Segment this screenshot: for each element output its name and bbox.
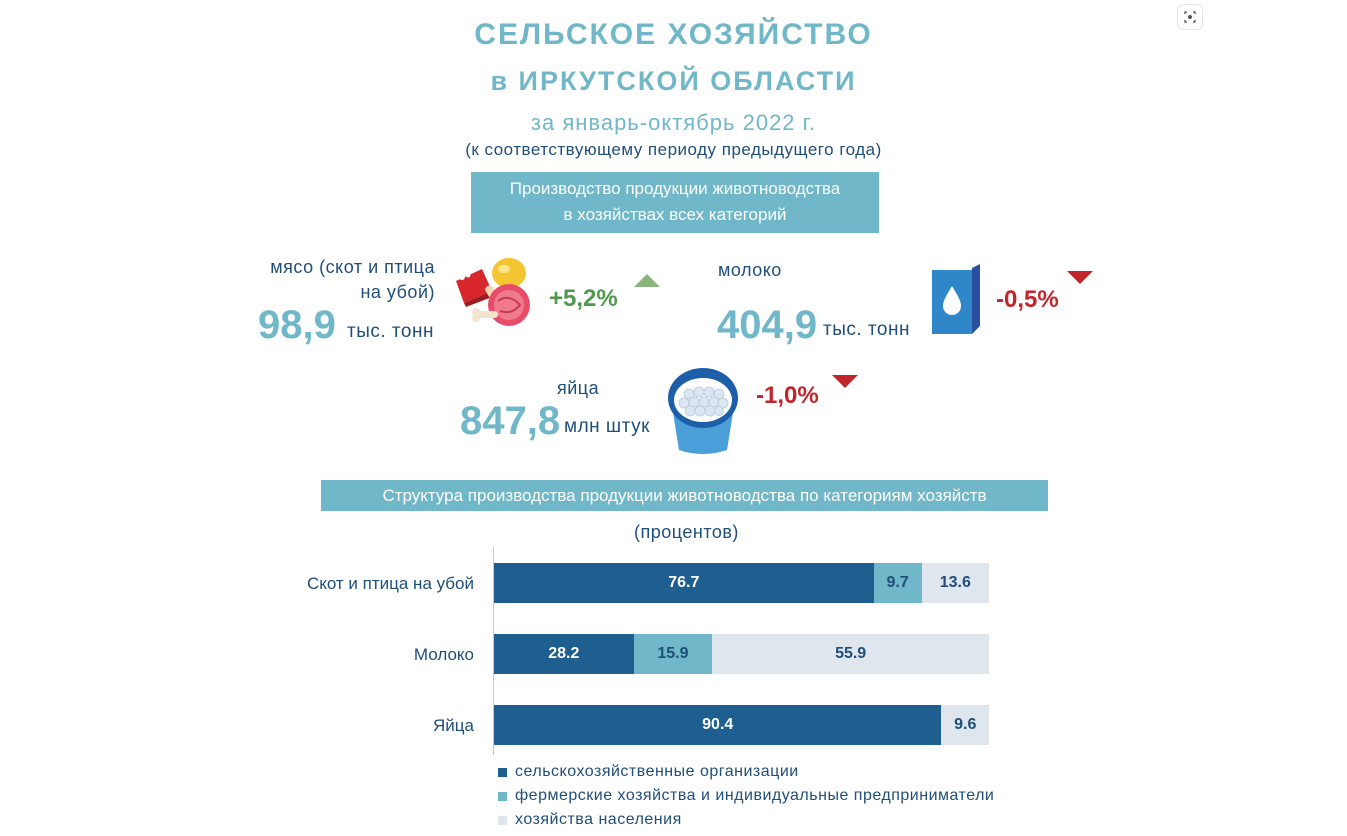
section-header-line1: Производство продукции животноводства — [509, 179, 841, 198]
bar-segment: 90.4 — [494, 705, 942, 745]
legend-label: фермерские хозяйства и индивидуальные пр… — [515, 787, 995, 804]
eggs-label: яйца — [557, 378, 600, 398]
category-label: Скот и птица на убой — [306, 574, 474, 593]
bar-value-label: 9.6 — [954, 716, 977, 733]
legend-item: фермерские хозяйства и индивидуальные пр… — [498, 784, 994, 808]
eggs-unit: млн штук — [564, 416, 650, 437]
bar-segment: 13.6 — [921, 563, 989, 603]
bar-value-label: 55.9 — [835, 645, 867, 662]
section-header-production: Производство продукции животноводства в … — [471, 172, 879, 233]
chart-legend: сельскохозяйственные организации фермерс… — [498, 760, 994, 832]
bar-value-label: 13.6 — [939, 574, 971, 591]
meat-unit: тыс. тонн — [347, 321, 434, 342]
chart-axis-line — [493, 547, 494, 755]
bar-value-label: 15.9 — [657, 645, 689, 662]
bar-segment: 9.7 — [873, 563, 922, 603]
legend-item: сельскохозяйственные организации — [498, 760, 994, 784]
category-label: Яйца — [433, 716, 474, 735]
bar-segment: 76.7 — [494, 563, 874, 603]
bar-segment: 28.2 — [494, 634, 634, 674]
milk-unit: тыс. тонн — [823, 319, 910, 340]
legend-swatch — [498, 791, 507, 801]
egg-bucket-icon — [666, 366, 740, 456]
legend-swatch — [498, 815, 507, 825]
meat-value: 98,9 — [258, 303, 336, 347]
category-label: Молоко — [413, 645, 474, 664]
bar-segment: 55.9 — [712, 634, 989, 674]
legend-item: хозяйства населения — [498, 808, 994, 832]
meat-icon — [452, 255, 536, 335]
bar-value-label: 90.4 — [702, 716, 734, 733]
milk-carton-icon — [928, 262, 984, 338]
meat-label-line2: на убой) — [360, 282, 435, 302]
increase-arrow-icon — [634, 274, 660, 287]
meat-label: мясо (скот и птица на убой) — [245, 257, 435, 303]
milk-label: молоко — [718, 260, 782, 280]
bar-segment: 9.6 — [941, 705, 989, 745]
milk-change: -0,5% — [996, 286, 1059, 313]
legend-label: хозяйства населения — [515, 811, 682, 828]
bar-value-label: 76.7 — [668, 574, 700, 591]
milk-value: 404,9 — [717, 303, 818, 347]
decrease-arrow-icon — [1067, 271, 1093, 284]
decrease-arrow-icon — [832, 375, 858, 388]
expand-icon[interactable] — [1177, 4, 1203, 30]
page-title: СЕЛЬСКОЕ ХОЗЯЙСТВО — [474, 18, 873, 51]
bar-value-label: 9.7 — [886, 574, 909, 591]
chart-units: (процентов) — [634, 522, 739, 542]
bar-segment: 15.9 — [633, 634, 713, 674]
eggs-change: -1,0% — [756, 382, 819, 409]
bar-value-label: 28.2 — [548, 645, 580, 662]
eggs-value: 847,8 — [460, 399, 561, 443]
section-header-line2: в хозяйствах всех категорий — [563, 205, 787, 224]
legend-label: сельскохозяйственные организации — [515, 763, 799, 780]
legend-swatch — [498, 767, 507, 777]
page-subtitle: в ИРКУТСКОЙ ОБЛАСТИ — [490, 66, 857, 96]
comparison-note: (к соответствующему периоду предыдущего … — [465, 140, 882, 159]
meat-change: +5,2% — [549, 285, 618, 312]
period-label: за январь-октябрь 2022 г. — [530, 110, 817, 135]
meat-label-line1: мясо (скот и птица — [270, 257, 435, 277]
section-header-structure: Структура производства продукции животно… — [321, 480, 1048, 511]
